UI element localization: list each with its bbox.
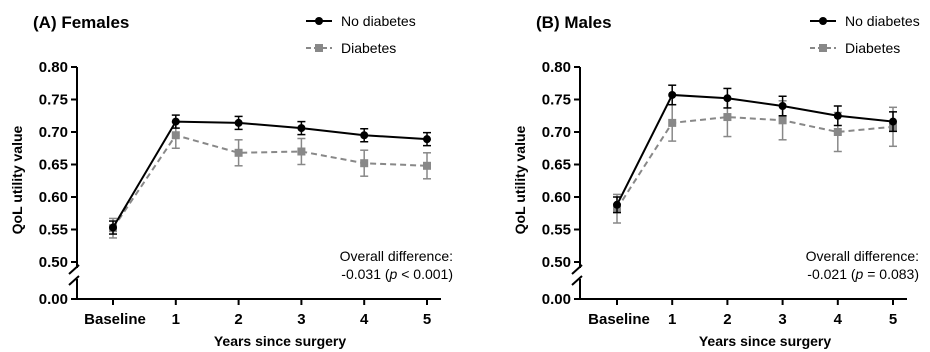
x-tick-label: 4 [834,311,843,328]
data-point [297,124,306,133]
x-tick-label: 2 [723,311,731,328]
data-point [613,200,621,209]
legend-item: No diabetes [810,13,920,29]
annotation-p-value: = 0.083) [863,266,919,282]
series-diabetes [109,121,431,239]
legend-label: No diabetes [341,13,416,29]
data-point [778,116,787,125]
series-line [616,116,894,210]
data-point [833,128,842,136]
legend-item: Diabetes [306,40,396,56]
data-point [833,111,842,120]
panel-males: (B) Males 0.00 0.50 0.55 0.60 0.65 0.70 0.75 0.8… [512,13,920,349]
y-tick-label: 0.70 [542,124,571,141]
series-no-diabetes [109,114,431,235]
data-point [234,148,243,157]
data-point [889,117,897,126]
series-diabetes [613,96,897,224]
y-tick-label: 0.80 [542,59,571,76]
y-tick-label: 0.65 [39,157,68,174]
y-tick-label: 0.80 [39,59,68,76]
y-tick-label: 0.70 [39,124,68,141]
y-tick-label: 0.60 [39,189,68,206]
legend-marker [315,17,323,25]
data-point [171,131,180,140]
y-tick-label: 0.00 [542,291,571,308]
annotation-line2: -0.031 (p < 0.001) [341,266,453,282]
data-point [297,147,306,156]
x-axis-title: Years since surgery [699,333,832,349]
y-tick-label: 0.60 [542,189,571,206]
annotation-line2: -0.021 (p = 0.083) [807,266,919,282]
y-tick-label: 0.75 [542,92,571,109]
x-tick-label: Baseline [588,311,650,328]
series-line [616,93,894,206]
annotation-p-value: < 0.001) [397,266,453,282]
data-point [423,161,431,170]
annotation-value: -0.021 ( [807,266,856,282]
series-line [112,134,428,229]
x-tick-label: 1 [668,311,676,328]
annotation-p-symbol: p [855,266,864,282]
data-point [423,135,431,144]
data-point [360,159,369,168]
x-axis-title: Years since surgery [214,333,347,349]
x-tick-label: 5 [423,311,431,328]
y-tick-label: 0.55 [39,222,68,239]
axis-break-mark [68,275,80,286]
data-point [668,90,677,99]
legend-label: No diabetes [845,13,920,29]
y-axis-title: QoL utility value [512,125,528,234]
series-no-diabetes [613,84,897,214]
data-point [668,118,677,127]
axis-break-mark [68,264,80,275]
y-tick-label: 0.75 [39,92,68,109]
annotation-p-symbol: p [389,266,398,282]
y-tick-label: 0.00 [39,291,68,308]
data-point [234,118,243,127]
x-tick-label: 3 [297,311,305,328]
x-tick-label: 1 [172,311,180,328]
series-line [112,120,428,229]
legend: No diabetes Diabetes [306,13,416,56]
y-tick-label: 0.65 [542,157,571,174]
data-point [360,131,369,140]
legend-marker [315,44,323,52]
legend-marker [819,17,827,25]
legend-item: No diabetes [306,13,416,29]
x-tick-label: 4 [360,311,369,328]
data-point [723,94,732,103]
axis-break-mark [571,264,583,275]
y-tick-label: 0.50 [542,254,571,271]
x-tick-label: 3 [778,311,786,328]
annotation-value: -0.031 ( [341,266,390,282]
legend-marker [819,44,827,52]
annotation-line1: Overall difference: [340,248,453,264]
legend: No diabetes Diabetes [810,13,920,56]
axis-break-mark [571,275,583,286]
annotation-line1: Overall difference: [806,248,919,264]
data-point [723,113,732,122]
x-tick-label: 5 [889,311,897,328]
y-tick-label: 0.50 [39,254,68,271]
chart-title: (A) Females [33,13,129,32]
data-point [109,223,117,232]
y-tick-label: 0.55 [542,222,571,239]
panel-females: (A) Females 0.00 0.50 0.55 0.60 0.65 0.70 0.75 0… [9,13,453,349]
x-tick-label: 2 [234,311,242,328]
x-tick-label: Baseline [84,311,146,328]
legend-label: Diabetes [845,40,900,56]
legend-item: Diabetes [810,40,900,56]
chart-title: (B) Males [536,13,612,32]
data-point [778,102,787,110]
data-point [171,117,180,126]
y-axis-title: QoL utility value [9,125,25,234]
legend-label: Diabetes [341,40,396,56]
